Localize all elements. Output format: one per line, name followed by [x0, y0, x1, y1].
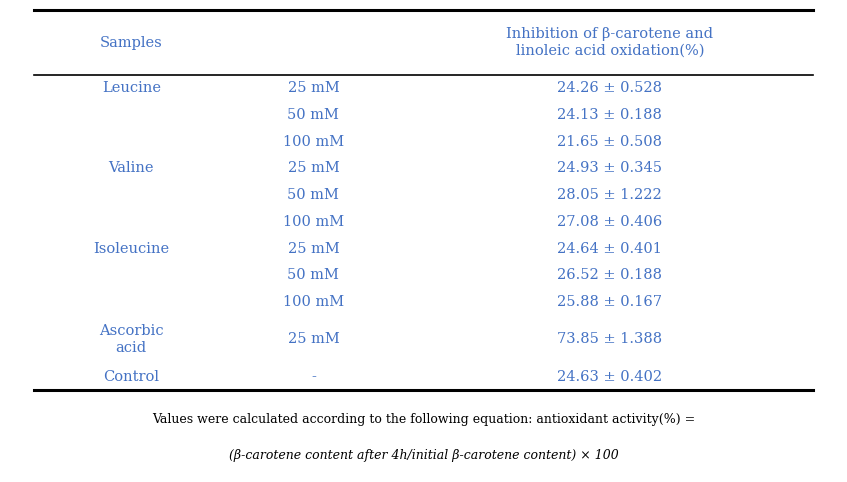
Text: 25 mM: 25 mM [287, 161, 340, 175]
Text: 24.26 ± 0.528: 24.26 ± 0.528 [557, 81, 662, 95]
Text: Isoleucine: Isoleucine [93, 241, 169, 255]
Text: 21.65 ± 0.508: 21.65 ± 0.508 [557, 135, 662, 149]
Text: Valine: Valine [108, 161, 154, 175]
Text: -: - [311, 370, 316, 384]
Text: 26.52 ± 0.188: 26.52 ± 0.188 [557, 268, 662, 282]
Text: Ascorbic
acid: Ascorbic acid [99, 323, 163, 355]
Text: 50 mM: 50 mM [287, 108, 340, 122]
Text: 50 mM: 50 mM [287, 268, 340, 282]
Text: 73.85 ± 1.388: 73.85 ± 1.388 [557, 332, 662, 346]
Text: 25.88 ± 0.167: 25.88 ± 0.167 [557, 295, 662, 309]
Text: 24.93 ± 0.345: 24.93 ± 0.345 [557, 161, 662, 175]
Text: Control: Control [103, 370, 159, 384]
Text: 27.08 ± 0.406: 27.08 ± 0.406 [557, 215, 662, 229]
Text: 100 mM: 100 mM [283, 135, 344, 149]
Text: 24.64 ± 0.401: 24.64 ± 0.401 [557, 241, 662, 255]
Text: 24.13 ± 0.188: 24.13 ± 0.188 [557, 108, 662, 122]
Text: 25 mM: 25 mM [287, 241, 340, 255]
Text: (β-carotene content after 4h/initial β-carotene content) × 100: (β-carotene content after 4h/initial β-c… [229, 448, 618, 461]
Text: Inhibition of β-carotene and
linoleic acid oxidation(%): Inhibition of β-carotene and linoleic ac… [507, 27, 713, 58]
Text: 25 mM: 25 mM [287, 332, 340, 346]
Text: 50 mM: 50 mM [287, 188, 340, 202]
Text: 25 mM: 25 mM [287, 81, 340, 95]
Text: 100 mM: 100 mM [283, 295, 344, 309]
Text: Samples: Samples [100, 36, 163, 50]
Text: 100 mM: 100 mM [283, 215, 344, 229]
Text: Leucine: Leucine [102, 81, 161, 95]
Text: Values were calculated according to the following equation: antioxidant activity: Values were calculated according to the … [152, 414, 695, 427]
Text: 28.05 ± 1.222: 28.05 ± 1.222 [557, 188, 662, 202]
Text: 24.63 ± 0.402: 24.63 ± 0.402 [557, 370, 662, 384]
